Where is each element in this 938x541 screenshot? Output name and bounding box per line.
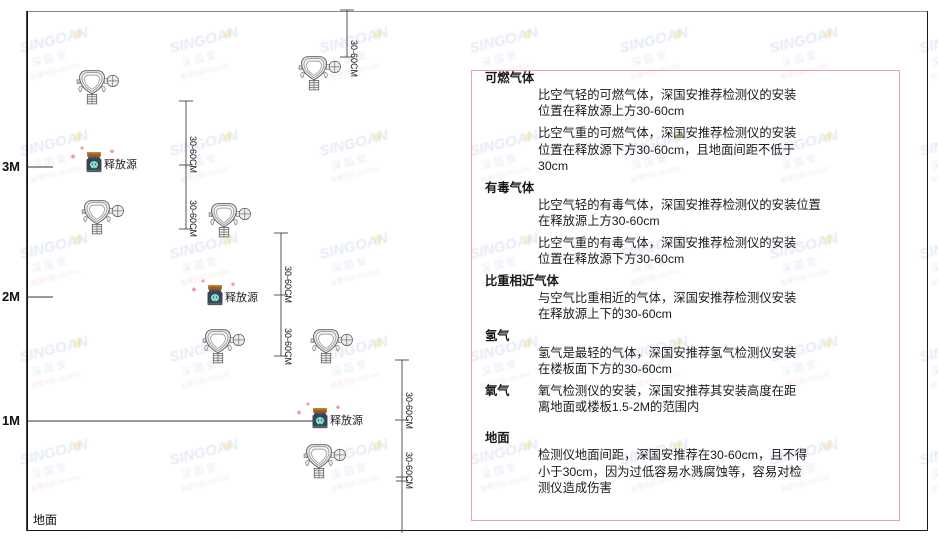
svg-text:地面: 地面: [33, 513, 57, 527]
svg-text:30-60CM: 30-60CM: [283, 266, 293, 303]
svg-text:30-60CM: 30-60CM: [404, 452, 414, 489]
svg-text:30-60CM: 30-60CM: [188, 200, 198, 237]
svg-text:释放源: 释放源: [225, 290, 258, 304]
svg-text:释放源: 释放源: [104, 157, 137, 171]
svg-text:3M: 3M: [2, 159, 20, 174]
svg-text:30-60CM: 30-60CM: [349, 40, 359, 77]
svg-text:1M: 1M: [2, 413, 20, 428]
svg-text:释放源: 释放源: [330, 413, 363, 427]
svg-text:30-60CM: 30-60CM: [283, 328, 293, 365]
svg-text:30-60CM: 30-60CM: [404, 392, 414, 429]
svg-text:30-60CM: 30-60CM: [188, 136, 198, 173]
svg-text:2M: 2M: [2, 289, 20, 304]
